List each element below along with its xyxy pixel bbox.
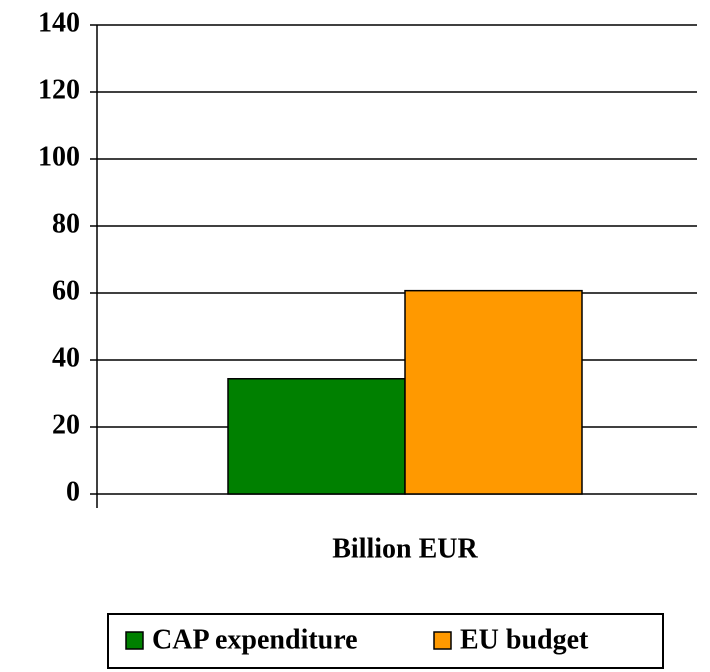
y-tick-label: 0 bbox=[66, 476, 80, 507]
y-tick-label: 60 bbox=[52, 275, 80, 306]
y-tick-label: 140 bbox=[38, 7, 80, 38]
y-tick-label: 80 bbox=[52, 208, 80, 239]
bar bbox=[227, 378, 406, 495]
bar bbox=[404, 289, 583, 495]
y-tick-label: 20 bbox=[52, 409, 80, 440]
legend-box bbox=[107, 613, 664, 669]
y-tick-label: 40 bbox=[52, 342, 80, 373]
legend-swatch bbox=[125, 631, 144, 650]
x-axis-label: Billion EUR bbox=[332, 533, 478, 564]
legend-swatch bbox=[433, 631, 452, 650]
legend-label: EU budget bbox=[460, 624, 589, 655]
y-tick-label: 120 bbox=[38, 74, 80, 105]
legend-label: CAP expenditure bbox=[152, 624, 358, 655]
y-tick-label: 100 bbox=[38, 141, 80, 172]
